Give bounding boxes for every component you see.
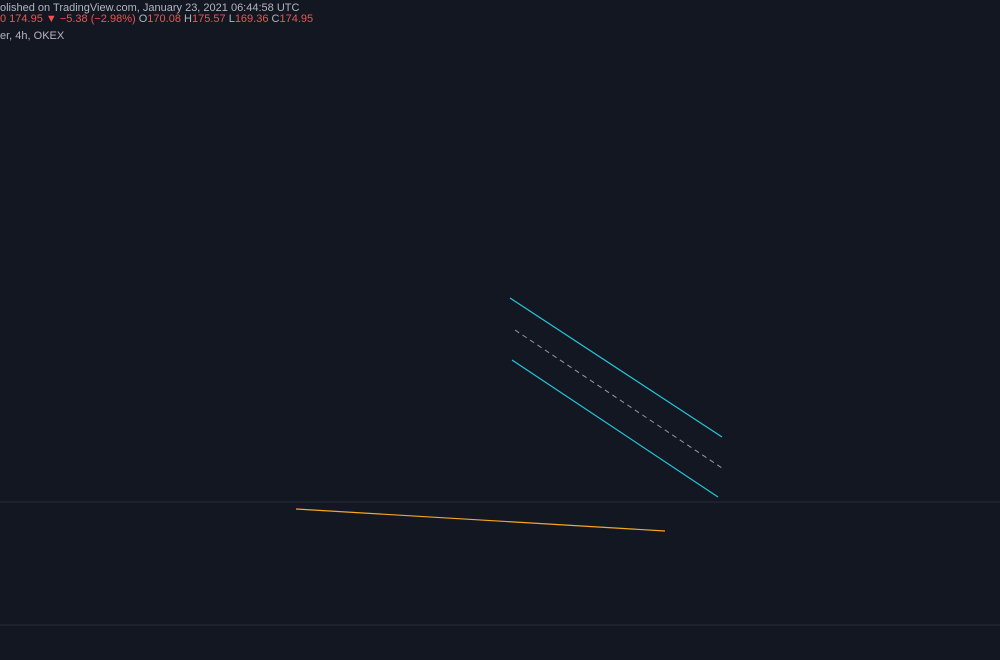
last-price: 0 174.95 [0,13,43,25]
h-value: 175.57 [192,13,226,25]
l-label: L [229,13,235,25]
symbol-line: er, 4h, OKEX [0,30,65,42]
channel-upper [509,297,723,438]
published: olished on TradingView.com, January 23, … [0,2,299,14]
o-value: 170.08 [147,13,181,25]
published-line: olished on TradingView.com, January 23, … [0,2,299,14]
symbol: er, 4h, OKEX [0,30,65,42]
channel-lower [511,359,719,498]
ohlc-line: 0 174.95 ▼ −5.38 (−2.98%) O170.08 H175.5… [0,13,313,25]
channel-middle [514,329,723,469]
c-label: C [272,13,280,25]
l-value: 169.36 [235,13,269,25]
change: ▼ −5.38 (−2.98%) [46,13,136,25]
h-label: H [184,13,192,25]
c-value: 174.95 [279,13,313,25]
divergence-line [295,508,666,532]
o-label: O [139,13,148,25]
